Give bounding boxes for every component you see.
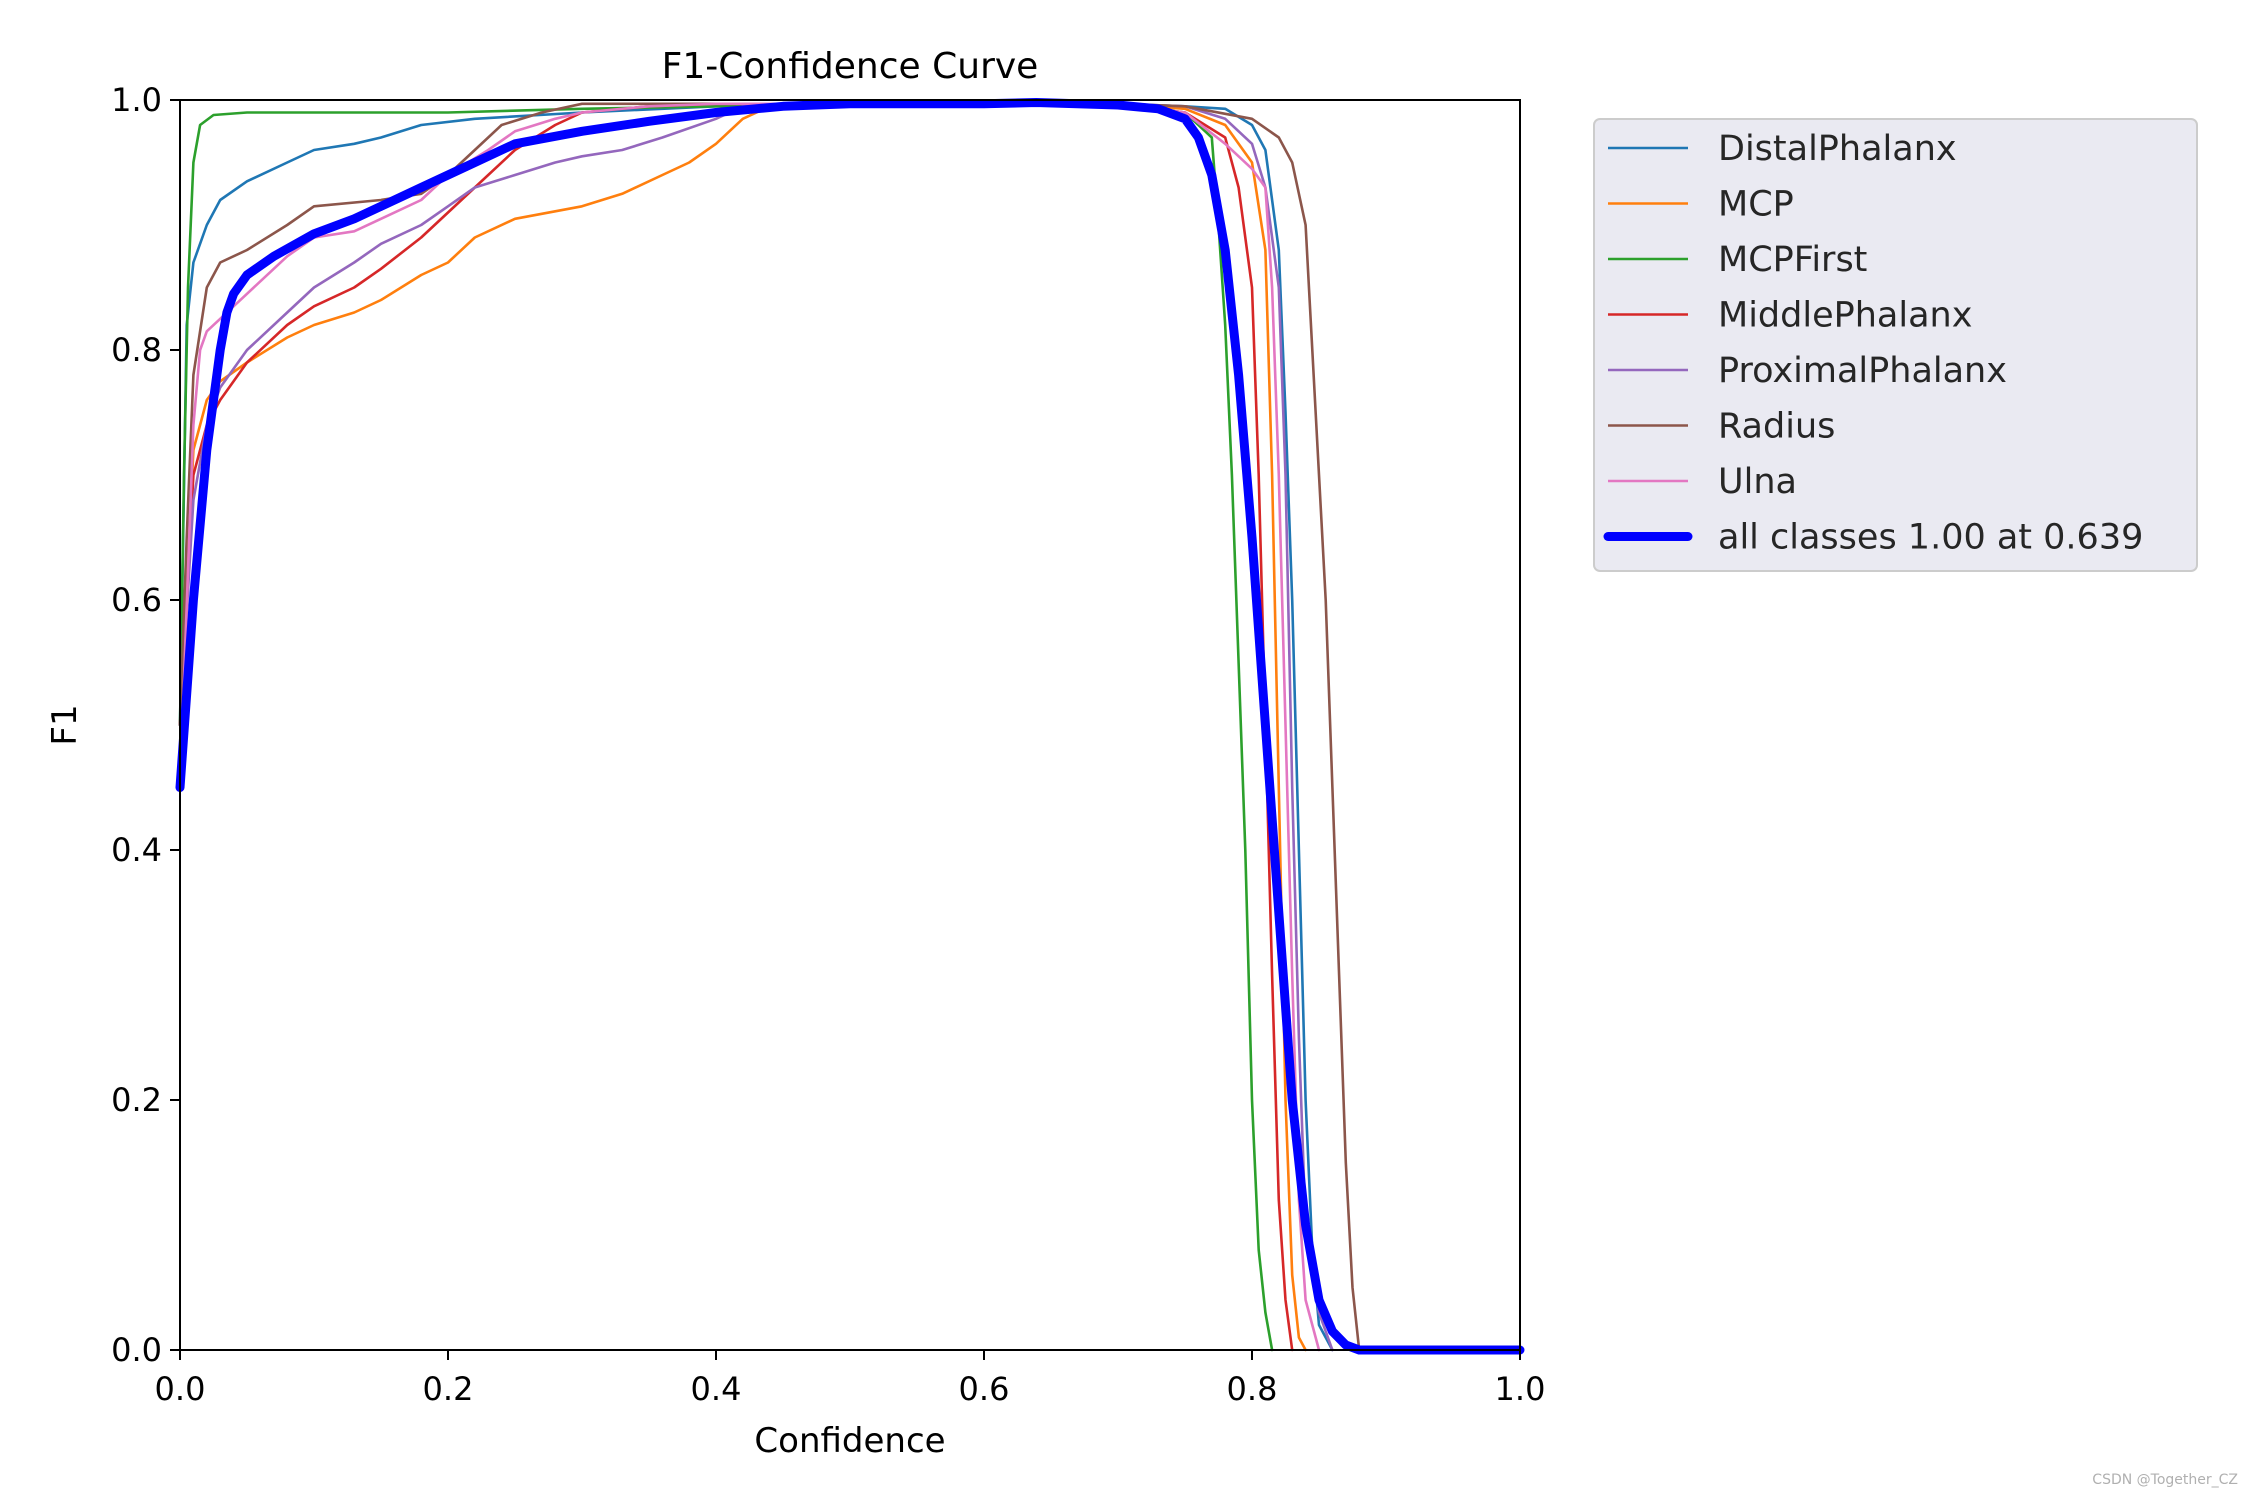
curves-group [175, 98, 1525, 1355]
y-tick-label: 0.4 [111, 831, 162, 869]
plot-frame [179, 99, 1521, 1351]
watermark: CSDN @Together_CZ [2092, 1472, 2238, 1488]
x-axis-label: Confidence [754, 1421, 945, 1461]
y-tick-label: 1.0 [111, 81, 162, 119]
legend-label-7: all classes 1.00 at 0.639 [1718, 518, 2143, 558]
plot-area [180, 100, 1520, 1350]
x-tick-label: 0.2 [423, 1370, 474, 1408]
legend-label-5: Radius [1718, 407, 1835, 447]
x-tick-label: 0.6 [959, 1370, 1010, 1408]
legend-items: DistalPhalanx MCP MCPFirst MiddlePhalanx Pro… [1603, 129, 2143, 558]
legend-label-4: ProximalPhalanx [1718, 351, 2007, 391]
series-line-1 [178, 102, 1307, 1352]
x-tick-label: 0.4 [691, 1370, 742, 1408]
x-tick-label: 1.0 [1495, 1370, 1546, 1408]
legend-label-3: MiddlePhalanx [1718, 296, 1972, 336]
y-tick-label: 0.2 [111, 1081, 162, 1119]
x-tick-label: 0.0 [155, 1370, 206, 1408]
y-axis-label: F1 [45, 704, 85, 745]
legend-label-2: MCPFirst [1718, 240, 1867, 280]
y-tick-label: 0.6 [111, 581, 162, 619]
x-axis: 0.0 0.2 0.4 0.6 0.8 1.0 [155, 1350, 1546, 1408]
legend-label-1: MCP [1718, 185, 1794, 225]
y-tick-label: 0.0 [111, 1331, 162, 1369]
legend-label-6: Ulna [1718, 462, 1797, 502]
series-line-7 [175, 98, 1525, 1355]
legend-label-0: DistalPhalanx [1718, 129, 1957, 169]
series-line-4 [178, 102, 1334, 1352]
legend-box [1593, 118, 2198, 572]
y-tick-label: 0.8 [111, 331, 162, 369]
x-tick-label: 0.8 [1227, 1370, 1278, 1408]
series-line-6 [178, 102, 1321, 1352]
legend: DistalPhalanx MCP MCPFirst MiddlePhalanx Pro… [1593, 118, 2198, 572]
chart-title: F1-Confidence Curve [662, 46, 1039, 87]
y-axis: 0.0 0.2 0.4 0.6 0.8 1.0 [111, 81, 180, 1369]
